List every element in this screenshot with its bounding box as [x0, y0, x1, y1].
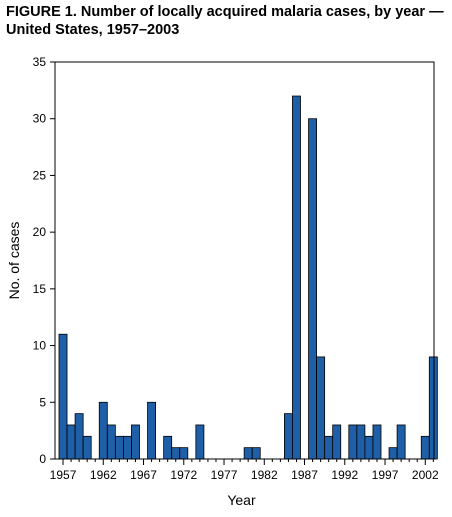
- bar-1971: [171, 447, 181, 460]
- bar-1960: [82, 435, 92, 460]
- bar-1981: [251, 447, 261, 460]
- x-tick-label: 1957: [50, 468, 77, 482]
- bar-1974: [195, 424, 205, 460]
- bar-2003: [428, 356, 438, 460]
- bar-1988: [308, 118, 317, 460]
- bar-1998: [388, 447, 398, 460]
- bar-1999: [396, 424, 406, 460]
- bar-1970: [163, 435, 173, 460]
- x-tick-label: 1987: [291, 468, 318, 482]
- bar-1986: [292, 95, 301, 460]
- bar-1993: [348, 424, 358, 460]
- x-tick-label: 1977: [211, 468, 238, 482]
- y-tick-label: 5: [39, 395, 46, 409]
- y-tick-label: 25: [33, 168, 47, 182]
- bar-1957: [58, 333, 68, 460]
- bar-2002: [420, 435, 430, 460]
- bar-1989: [316, 356, 326, 460]
- x-tick-label: 1997: [372, 468, 399, 482]
- y-tick-label: 35: [33, 55, 47, 69]
- bar-1965: [123, 435, 132, 460]
- y-axis-title: No. of cases: [6, 222, 22, 300]
- x-tick-label: 1972: [170, 468, 197, 482]
- x-tick-label: 1962: [90, 468, 117, 482]
- y-tick-label: 20: [33, 225, 47, 239]
- y-axis-ticks: 0 5 10 15 20 25 30 35: [33, 55, 55, 466]
- x-axis-title: Year: [227, 492, 256, 508]
- y-tick-label: 30: [33, 112, 47, 126]
- bar-1968: [147, 401, 157, 460]
- bar-1985: [283, 413, 293, 460]
- x-tick-label: 1967: [130, 468, 157, 482]
- bar-1991: [332, 424, 342, 460]
- bar-1959: [74, 413, 84, 460]
- bar-1962: [98, 401, 108, 460]
- bar-1972: [179, 447, 189, 460]
- bar-1996: [372, 424, 382, 460]
- bar-1994: [356, 424, 366, 460]
- bar-1990: [324, 435, 334, 460]
- bar-1966: [131, 424, 140, 460]
- bars-group: [58, 95, 438, 460]
- bar-1980: [243, 447, 253, 460]
- y-tick-label: 10: [33, 339, 47, 353]
- x-tick-label: 1982: [251, 468, 278, 482]
- plot-frame: [54, 61, 435, 460]
- figure-title: FIGURE 1. Number of locally acquired mal…: [6, 4, 444, 38]
- y-tick-label: 0: [39, 452, 46, 466]
- bar-1963: [106, 424, 116, 460]
- x-tick-label: 1992: [331, 468, 358, 482]
- bar-1995: [364, 435, 374, 460]
- x-tick-label: 2002: [412, 468, 439, 482]
- bar-1958: [66, 424, 76, 460]
- x-axis-ticks: 1957 1962 1967 1972 1977 1982 1987 1992 1997 2002: [50, 459, 439, 482]
- y-tick-label: 15: [33, 282, 47, 296]
- bar-1964: [114, 435, 124, 460]
